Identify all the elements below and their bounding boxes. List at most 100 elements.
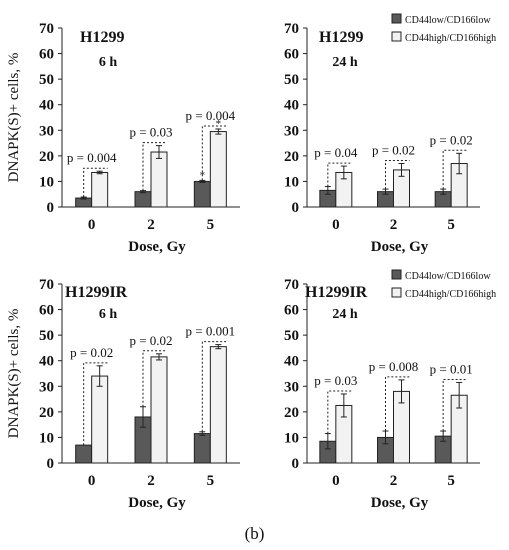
p-value-bracket <box>83 167 108 198</box>
y-tick-label: 10 <box>39 174 54 190</box>
y-tick-label: 30 <box>284 379 299 395</box>
x-tick-label: 2 <box>390 217 398 233</box>
x-axis-label: Dose, Gy <box>128 495 186 511</box>
p-value-label: p = 0.02 <box>372 143 415 158</box>
y-tick-label: 20 <box>284 405 299 421</box>
y-tick-label: 10 <box>284 430 299 446</box>
p-value-label: p = 0.004 <box>186 108 236 123</box>
p-value-label: p = 0.01 <box>430 361 473 376</box>
x-tick-label: 0 <box>88 473 96 489</box>
p-value-bracket <box>385 160 410 190</box>
x-tick-label: 0 <box>332 473 340 489</box>
y-tick-label: 50 <box>284 72 299 88</box>
p-value-label: p = 0.008 <box>369 359 419 374</box>
x-tick-label: 0 <box>332 217 340 233</box>
bar <box>209 131 227 208</box>
y-tick-label: 40 <box>39 354 54 370</box>
p-value-bracket <box>442 149 468 190</box>
y-tick-label: 50 <box>284 328 299 344</box>
legend-label: CD44high/CD166high <box>405 33 496 44</box>
chart-panel-2: 0 10 20 30 40 50 60 70 Dose, Gy H1299 24 h 0 p = 0.0… <box>284 13 496 255</box>
p-value-bracket <box>442 378 468 432</box>
y-tick-label: 30 <box>284 123 299 139</box>
x-tick-label: 2 <box>147 217 155 233</box>
y-tick-label: 60 <box>39 303 54 319</box>
p-value-label: p = 0.02 <box>129 333 172 348</box>
legend-swatch <box>391 31 402 42</box>
y-tick-label: 20 <box>284 149 299 165</box>
p-value-label: p = 0.03 <box>314 373 357 388</box>
y-tick-label: 30 <box>39 123 54 139</box>
y-tick-label: 0 <box>47 200 55 216</box>
legend-swatch <box>391 13 402 24</box>
y-tick-label: 20 <box>39 405 54 421</box>
bar <box>150 356 168 464</box>
y-axis-label: DNAPK(S)+ cells, % <box>6 53 22 183</box>
legend-label: CD44low/CD166low <box>405 15 491 26</box>
y-tick-label: 40 <box>39 98 54 114</box>
y-tick-label: 70 <box>39 21 54 37</box>
p-value-label: p = 0.001 <box>186 324 236 339</box>
y-tick-label: 40 <box>284 98 299 114</box>
y-tick-label: 0 <box>47 456 55 472</box>
x-tick-label: 2 <box>390 473 398 489</box>
legend-swatch <box>391 269 402 280</box>
y-tick-label: 50 <box>39 72 54 88</box>
chart-subtitle: 6 h <box>99 307 118 322</box>
p-value-label: p = 0.04 <box>314 145 358 160</box>
x-axis-label: Dose, Gy <box>371 495 429 511</box>
y-tick-label: 10 <box>284 174 299 190</box>
legend-label: CD44low/CD166low <box>405 271 491 282</box>
chart-title: H1299 <box>80 29 124 46</box>
chart-subtitle: 24 h <box>332 55 358 70</box>
y-tick-label: 30 <box>39 379 54 395</box>
y-tick-label: 70 <box>284 277 299 293</box>
y-tick-label: 60 <box>284 47 299 63</box>
y-tick-label: 60 <box>284 303 299 319</box>
x-tick-label: 2 <box>147 473 155 489</box>
chart-panel-4: 0 10 20 30 40 50 60 70 Dose, Gy H1299IR 24 h 0 p = 0… <box>284 269 496 511</box>
chart-title: H1299 <box>319 29 363 46</box>
bar <box>75 444 93 464</box>
bar <box>91 171 109 208</box>
y-tick-label: 0 <box>292 456 300 472</box>
significance-star: * <box>216 118 222 130</box>
p-value-label: p = 0.004 <box>67 150 117 165</box>
y-tick-label: 10 <box>39 430 54 446</box>
x-tick-label: 5 <box>207 473 215 489</box>
p-value-label: p = 0.02 <box>430 132 473 147</box>
legend-swatch <box>391 287 402 298</box>
bar <box>193 433 211 464</box>
chart-subtitle: 6 h <box>99 55 118 70</box>
bar <box>91 375 109 464</box>
bar <box>193 180 211 208</box>
x-tick-label: 5 <box>207 217 215 233</box>
y-axis-label: DNAPK(S)+ cells, % <box>6 309 22 439</box>
legend-label: CD44high/CD166high <box>405 289 496 300</box>
bar <box>150 151 168 208</box>
bar <box>134 191 152 208</box>
x-tick-label: 5 <box>447 217 455 233</box>
y-tick-label: 20 <box>39 149 54 165</box>
chart-subtitle: 24 h <box>332 307 358 322</box>
p-value-label: p = 0.03 <box>129 125 172 140</box>
x-axis-label: Dose, Gy <box>371 239 429 255</box>
x-axis-label: Dose, Gy <box>128 239 186 255</box>
p-value-bracket <box>142 142 167 191</box>
y-tick-label: 0 <box>292 200 300 216</box>
y-tick-label: 70 <box>39 277 54 293</box>
y-tick-label: 50 <box>39 328 54 344</box>
p-value-label: p = 0.02 <box>70 345 113 360</box>
figure-caption: (b) <box>244 524 265 543</box>
x-tick-label: 0 <box>88 217 96 233</box>
y-tick-label: 60 <box>39 47 54 63</box>
y-tick-label: 70 <box>284 21 299 37</box>
chart-title: H1299IR <box>65 284 128 301</box>
bar <box>209 346 227 464</box>
y-tick-label: 40 <box>284 354 299 370</box>
chart-title: H1299IR <box>305 284 368 301</box>
x-tick-label: 5 <box>447 473 455 489</box>
